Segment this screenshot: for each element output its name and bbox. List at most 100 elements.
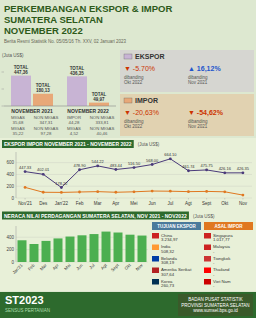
change-label: ▼ -20,63% [124, 109, 159, 116]
data-label: TOTAL447,36 [14, 65, 29, 75]
table-header-bg [152, 222, 201, 230]
grid-line [16, 198, 252, 199]
bar [66, 237, 75, 262]
text-line: 447,36 [14, 70, 28, 75]
text-line: Okt 2022 [124, 80, 143, 85]
point [151, 190, 154, 193]
text-line: 44,28 [69, 120, 80, 125]
x-tick-label: Mar [94, 201, 102, 206]
point [60, 191, 63, 194]
y-tick [2, 72, 5, 73]
bar [42, 241, 51, 262]
x-tick-label: Nov'21 [18, 201, 32, 206]
point [169, 157, 172, 160]
text-line: PROVINSI SUMATERA SELATAN [181, 303, 249, 308]
point [78, 168, 81, 171]
text-line: Nov 2021 [188, 124, 208, 129]
data-label: 478.90 [73, 163, 86, 168]
flag [204, 256, 211, 262]
point [60, 186, 63, 189]
x-tick-label: Des [39, 201, 48, 206]
point [78, 191, 81, 194]
x-axis [4, 106, 116, 107]
x-tick [224, 198, 225, 200]
legend-label: EKSPOR [135, 53, 165, 60]
change-note: dibandingOkt 2022 [124, 119, 144, 129]
x-tick-label: Feb [76, 201, 84, 206]
x-tick [61, 198, 62, 200]
x-tick-label: Apr [51, 262, 60, 271]
x-tick-label: Sept [110, 262, 120, 272]
text-line: 35,22 [13, 131, 24, 136]
annotation: MIGAS35,68 [11, 115, 25, 125]
bar [54, 238, 63, 262]
line [25, 159, 243, 188]
footer-logo: ST2023 [5, 294, 44, 306]
data-label: TOTAL49,97 [92, 92, 107, 102]
text-line: 508,32 [161, 249, 175, 254]
point [24, 170, 27, 173]
bar [102, 232, 111, 262]
subtitle: Berita Resmi Statistik No. 05/05/16 Th. … [4, 39, 127, 44]
chart-title: EKSPOR IMPOR NOVEMBER 2021 - NOVEMBER 20… [4, 141, 132, 147]
x-tick-label: NOVEMBER 2021 [11, 108, 53, 114]
point [133, 190, 136, 193]
bar [30, 244, 39, 262]
data-label: 568.00 [146, 158, 159, 163]
text-line: 4,52 [70, 131, 79, 136]
x-tick-label: Mei [130, 201, 137, 206]
text-line: BADAN PUSAT STATISTIK [188, 297, 243, 302]
x-tick [206, 198, 207, 200]
data-label: 475.75 [200, 163, 213, 168]
bars [18, 232, 147, 262]
bar [78, 235, 87, 262]
section-header-bg [2, 212, 189, 220]
point [205, 169, 208, 172]
x-tick [134, 198, 135, 200]
section-header-bg [2, 140, 134, 148]
x-tick-label: Agt [100, 262, 109, 271]
flag [152, 245, 159, 251]
y-tick-label: 600 [6, 160, 14, 165]
x-tick [43, 198, 44, 200]
point [114, 191, 117, 194]
table-header-bg [204, 222, 253, 230]
change-label: ▼ -54,62% [188, 109, 224, 117]
annotation: NON MIGAS347,31 [34, 115, 59, 125]
bar [67, 76, 87, 106]
point [242, 194, 245, 197]
bar [114, 233, 123, 262]
legend-label: IMPOR [135, 97, 158, 104]
section-bg [0, 210, 256, 291]
x-tick [188, 198, 189, 200]
country-label: Singapura1.017,77 [213, 233, 233, 243]
y-tick-label: 0 [11, 196, 14, 201]
point [242, 171, 245, 174]
legend-swatch [124, 98, 132, 103]
text-line: 307,64 [161, 272, 175, 277]
panel [120, 50, 254, 92]
title: PERKEMBANGAN EKSPOR & IMPORSUMATERA SELA… [4, 3, 173, 36]
section-bg [0, 138, 256, 210]
point [96, 165, 99, 168]
annotation: NON MIGAS333,81 [90, 115, 115, 125]
footer-bg [0, 292, 256, 318]
change-label: ▲ 16,12% [188, 65, 221, 73]
footer-box [178, 294, 253, 316]
lines [24, 157, 245, 196]
text-line: - [213, 272, 215, 277]
text-line: 97,28 [41, 131, 52, 136]
country-label: Korea260,73 [161, 279, 175, 289]
title-line: SUMATERA SELATAN [4, 14, 103, 25]
text-line: 436,35 [70, 71, 84, 76]
title-line: PERKEMBANGAN EKSPOR & IMPOR [4, 3, 173, 14]
text-line: 49,97 [93, 97, 105, 102]
flag [204, 279, 211, 285]
point [223, 171, 226, 174]
x-tick-label: Okt [221, 201, 229, 206]
x-tick-label: Mei [63, 263, 71, 271]
y-tick [2, 89, 5, 90]
text-line: 40,46 [97, 131, 108, 136]
country-label: India508,32 [161, 244, 175, 254]
x-tick-label: Feb [27, 262, 36, 271]
